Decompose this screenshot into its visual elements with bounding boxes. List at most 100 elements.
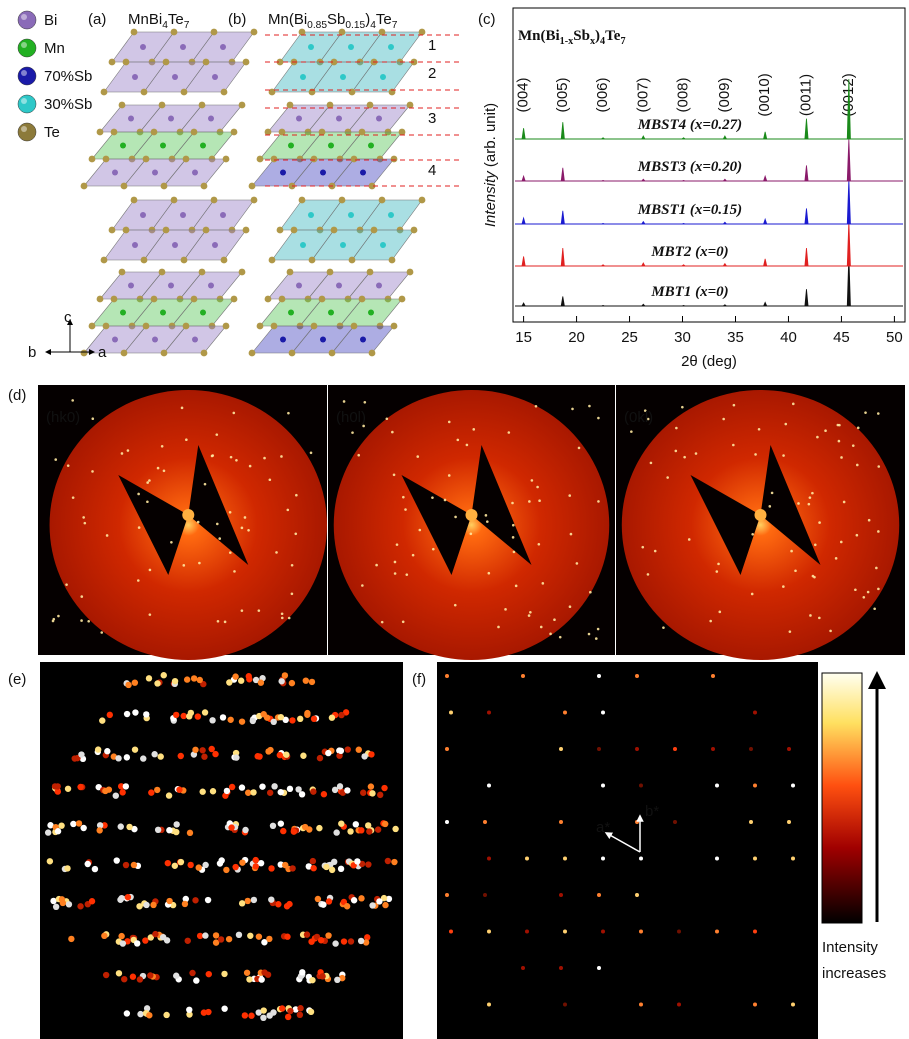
reflection	[192, 897, 198, 903]
metal-atom	[140, 44, 146, 50]
reflection	[254, 753, 260, 759]
te-atom	[163, 59, 170, 66]
reflection	[289, 865, 295, 871]
reflection	[137, 976, 143, 982]
bragg-spot	[295, 494, 298, 497]
te-atom	[119, 269, 126, 276]
reflection	[246, 976, 252, 982]
te-atom	[299, 197, 306, 204]
reflection	[184, 676, 190, 682]
reflection	[356, 747, 362, 753]
bragg-spot	[542, 582, 545, 585]
reflection	[334, 977, 340, 983]
reflection	[85, 861, 91, 867]
te-atom	[223, 156, 230, 163]
bragg-spot	[444, 499, 447, 502]
reflection	[287, 786, 293, 792]
bragg-spot	[559, 636, 562, 639]
reflection	[250, 789, 256, 795]
reflection	[123, 862, 129, 868]
te-atom	[269, 257, 276, 264]
bragg-spot	[840, 456, 843, 459]
reflection	[70, 821, 76, 827]
te-atom	[211, 29, 218, 36]
bragg-spot	[71, 399, 74, 402]
bragg-spot	[675, 427, 678, 430]
metal-atom	[112, 170, 118, 176]
beam-center	[182, 509, 194, 521]
te-atom	[181, 89, 188, 96]
reflection	[154, 680, 160, 686]
reflection	[191, 675, 197, 681]
bragg-spot	[709, 620, 712, 623]
peak-label: (009)	[716, 77, 733, 112]
bragg-spot	[454, 516, 457, 519]
reflection	[99, 717, 105, 723]
reflection	[173, 973, 179, 979]
x-tick-label: 50	[886, 329, 903, 346]
metal-atom	[320, 170, 326, 176]
te-atom	[399, 129, 406, 136]
reflection	[338, 820, 344, 826]
bragg-spot	[824, 429, 827, 432]
metal-atom	[180, 212, 186, 218]
bragg-spot	[856, 534, 859, 537]
reflection	[597, 893, 601, 897]
reflection	[282, 672, 288, 678]
bragg-spot	[675, 450, 678, 453]
series-label: MBST4 (x=0.27)	[637, 117, 742, 133]
bragg-spot	[717, 563, 720, 566]
bragg-spot	[771, 492, 774, 495]
bragg-spot	[758, 428, 761, 431]
reflection	[227, 717, 233, 723]
te-atom	[101, 257, 108, 264]
reflection	[360, 790, 366, 796]
bragg-spot	[232, 412, 235, 415]
bragg-spot	[375, 564, 378, 567]
reflection	[368, 751, 374, 757]
bragg-spot	[768, 505, 771, 508]
reflection	[245, 898, 251, 904]
reflection	[53, 904, 59, 910]
bragg-spot	[146, 500, 149, 503]
reflection	[320, 901, 326, 907]
reflection	[77, 784, 83, 790]
structure-title-part: Sb	[327, 11, 345, 28]
bragg-spot	[630, 430, 633, 433]
reflection	[319, 973, 325, 979]
reflection	[163, 1012, 169, 1018]
metal-atom	[152, 170, 158, 176]
reflection	[202, 862, 208, 868]
plane-label: (0kl)	[624, 409, 653, 426]
bragg-spot	[784, 423, 787, 426]
reflection	[152, 931, 158, 937]
reflection	[146, 1012, 152, 1018]
peak	[847, 179, 850, 224]
bragg-spot	[811, 492, 814, 495]
reflection	[749, 820, 753, 824]
reflection	[635, 820, 639, 824]
reflection	[287, 1008, 293, 1014]
te-atom	[319, 129, 326, 136]
reflection	[226, 679, 232, 685]
bragg-spot	[405, 573, 408, 576]
peak	[561, 248, 564, 266]
reflection	[166, 827, 172, 833]
reflection	[280, 828, 286, 834]
peak	[682, 223, 685, 224]
bragg-spot	[170, 541, 173, 544]
reflection	[289, 680, 295, 686]
bragg-spot	[472, 428, 475, 431]
bragg-spot	[91, 417, 94, 420]
structure-title-part: Te	[168, 11, 184, 28]
bragg-spot	[67, 464, 70, 467]
reflection	[154, 787, 160, 793]
legend-label: 70%Sb	[44, 68, 92, 85]
bragg-spot	[215, 433, 218, 436]
bragg-spot	[531, 479, 534, 482]
metal-atom	[388, 44, 394, 50]
bragg-spot	[431, 496, 434, 499]
bragg-spot	[654, 550, 657, 553]
reflection	[118, 933, 124, 939]
bragg-spot	[204, 483, 207, 486]
